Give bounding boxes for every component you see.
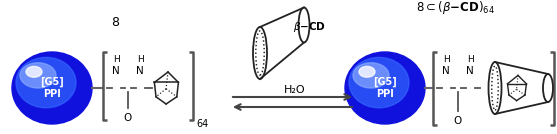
Text: H: H	[443, 55, 449, 64]
Text: 8: 8	[111, 16, 119, 29]
Text: $8\subset(\beta\mathbf{-CD})_{64}$: $8\subset(\beta\mathbf{-CD})_{64}$	[416, 0, 495, 16]
Ellipse shape	[353, 63, 389, 88]
Text: H: H	[467, 55, 473, 64]
Text: 64: 64	[556, 124, 557, 134]
Text: H: H	[136, 55, 143, 64]
Text: 64: 64	[196, 119, 208, 129]
Ellipse shape	[345, 52, 425, 124]
Ellipse shape	[26, 66, 42, 77]
Text: N: N	[112, 66, 120, 76]
Text: O: O	[124, 113, 132, 123]
Ellipse shape	[359, 66, 375, 77]
Ellipse shape	[16, 57, 76, 108]
Text: O: O	[454, 116, 462, 126]
Text: [G5]
PPI: [G5] PPI	[373, 77, 397, 99]
Ellipse shape	[20, 63, 56, 88]
Ellipse shape	[12, 52, 92, 124]
Text: N: N	[466, 66, 474, 76]
Text: H₂O: H₂O	[284, 85, 306, 95]
Text: N: N	[442, 66, 450, 76]
Text: H: H	[113, 55, 119, 64]
Ellipse shape	[349, 57, 409, 108]
Text: N: N	[136, 66, 144, 76]
Text: $\beta$$\mathbf{-CD}$: $\beta$$\mathbf{-CD}$	[293, 20, 326, 34]
Text: [G5]
PPI: [G5] PPI	[40, 77, 64, 99]
